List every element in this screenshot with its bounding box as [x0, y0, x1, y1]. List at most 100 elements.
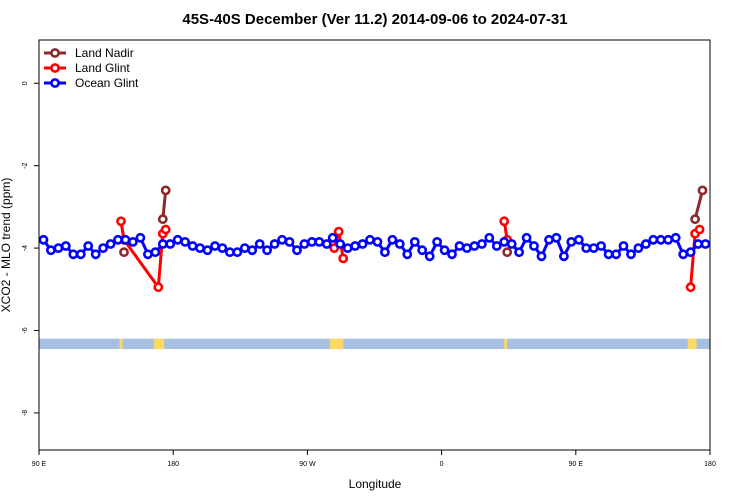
x-tick-label: 0	[440, 461, 444, 468]
land-patch	[329, 338, 344, 350]
data-point-ocean-glint	[372, 236, 383, 247]
data-point-ocean-glint	[514, 247, 524, 258]
data-point-ocean-glint	[536, 251, 547, 262]
data-point-ocean-glint	[648, 234, 659, 245]
data-point-ocean-glint	[626, 249, 636, 260]
data-point-ocean-glint	[596, 241, 606, 251]
data-point-ocean-glint	[670, 232, 681, 243]
series-land-nadir	[119, 185, 708, 258]
data-point-ocean-glint	[135, 232, 146, 243]
data-point-ocean-glint	[484, 232, 495, 243]
data-point-ocean-glint	[491, 241, 502, 251]
data-point-land-glint	[685, 282, 696, 293]
data-point-ocean-glint	[633, 243, 644, 253]
data-point-ocean-glint	[499, 236, 510, 247]
series-layer	[38, 185, 711, 293]
data-point-ocean-glint	[447, 249, 457, 260]
legend-label: Ocean Glint	[75, 76, 139, 90]
data-point-ocean-glint	[618, 241, 629, 251]
legend-marker	[50, 48, 60, 58]
legend-item-ocean-glint: Ocean Glint	[44, 76, 139, 90]
y-tick-label: -2	[22, 162, 29, 168]
data-point-ocean-glint	[113, 234, 123, 245]
data-point-ocean-glint	[529, 241, 539, 251]
data-point-ocean-glint	[165, 239, 176, 249]
y-tick-label: -6	[22, 327, 29, 333]
ocean-band	[39, 338, 710, 350]
data-point-ocean-glint	[75, 249, 86, 260]
x-axis-label: Longitude	[349, 477, 402, 491]
data-point-ocean-glint	[105, 239, 116, 249]
data-point-land-glint	[153, 282, 164, 293]
series-land-glint	[116, 216, 705, 293]
data-point-ocean-glint	[269, 239, 280, 249]
data-point-ocean-glint	[350, 241, 360, 251]
data-point-land-glint	[499, 216, 510, 227]
data-point-ocean-glint	[439, 245, 450, 256]
data-point-land-nadir	[690, 214, 700, 225]
x-tick-label: 180	[704, 461, 716, 468]
x-tick-label: 90 E	[569, 461, 584, 468]
data-point-ocean-glint	[379, 247, 390, 258]
data-point-ocean-glint	[247, 245, 258, 256]
data-point-ocean-glint	[394, 239, 405, 249]
data-point-ocean-glint	[90, 249, 101, 260]
data-point-ocean-glint	[254, 239, 265, 249]
data-point-ocean-glint	[663, 234, 674, 245]
data-point-ocean-glint	[685, 247, 696, 258]
data-point-ocean-glint	[566, 236, 577, 247]
data-point-ocean-glint	[544, 234, 554, 245]
data-point-land-glint	[116, 216, 126, 227]
legend-item-land-nadir: Land Nadir	[44, 46, 134, 60]
y-axis: 0 -2 -4 -6 -8	[22, 81, 39, 416]
data-point-ocean-glint	[217, 243, 228, 253]
data-point-ocean-glint	[559, 251, 569, 262]
data-point-ocean-glint	[299, 239, 310, 249]
data-point-ocean-glint	[469, 241, 480, 251]
x-tick-label: 90 W	[299, 461, 316, 468]
series-ocean-glint	[38, 232, 711, 262]
data-point-ocean-glint	[641, 239, 651, 249]
land-patch	[153, 338, 165, 350]
chart-title: 45S-40S December (Ver 11.2) 2014-09-06 t…	[182, 11, 567, 28]
legend-marker	[50, 78, 60, 88]
data-point-land-glint	[694, 224, 705, 235]
data-point-ocean-glint	[476, 239, 487, 249]
data-point-ocean-glint	[603, 249, 614, 260]
x-tick-label: 180	[167, 461, 179, 468]
data-point-land-nadir	[157, 214, 168, 225]
data-point-ocean-glint	[611, 249, 621, 260]
data-point-ocean-glint	[46, 245, 56, 256]
data-point-ocean-glint	[68, 249, 79, 260]
legend-label: Land Glint	[75, 61, 130, 75]
data-point-ocean-glint	[327, 232, 338, 243]
data-point-ocean-glint	[357, 239, 368, 249]
legend-label: Land Nadir	[75, 46, 134, 60]
data-point-ocean-glint	[150, 247, 161, 258]
y-tick-label: 0	[22, 81, 29, 85]
data-point-ocean-glint	[284, 236, 295, 247]
data-point-ocean-glint	[335, 239, 346, 249]
y-tick-label: -8	[22, 410, 29, 416]
data-point-land-nadir	[502, 247, 513, 258]
data-point-ocean-glint	[232, 247, 243, 258]
data-point-land-nadir	[119, 247, 129, 258]
data-point-ocean-glint	[461, 243, 472, 253]
x-tick-label: 90 E	[32, 461, 47, 468]
data-point-ocean-glint	[521, 232, 532, 243]
data-point-land-glint	[160, 224, 171, 235]
data-point-ocean-glint	[417, 245, 428, 256]
legend-item-land-glint: Land Glint	[44, 61, 130, 75]
data-point-ocean-glint	[38, 234, 49, 245]
data-point-ocean-glint	[180, 236, 190, 247]
data-point-ocean-glint	[573, 234, 584, 245]
x-axis: 90 E 180 90 W 0 90 E 180	[32, 450, 716, 468]
data-point-ocean-glint	[195, 243, 205, 253]
data-point-land-nadir	[160, 185, 171, 196]
data-point-ocean-glint	[551, 232, 562, 243]
legend-marker	[50, 63, 60, 73]
surface-strip	[39, 338, 710, 350]
data-point-ocean-glint	[700, 239, 711, 249]
y-axis-label: XCO2 - MLO trend (ppm)	[0, 178, 13, 313]
